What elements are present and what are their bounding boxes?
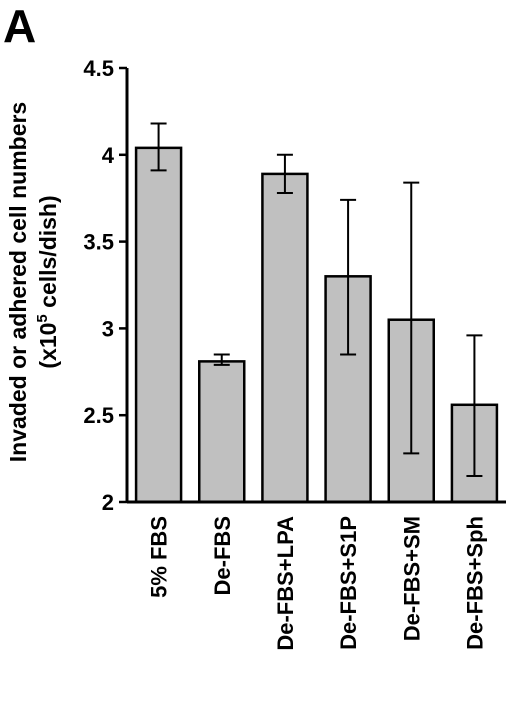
y-axis-subtitle-sup: 5 <box>34 314 51 322</box>
x-tick-label: De-FBS <box>210 516 235 595</box>
x-tick-label: De-FBS+SM <box>399 516 424 641</box>
y-axis-subtitle-prefix: (x10 <box>35 323 61 369</box>
y-axis-subtitle: (x105 cells/dish) <box>34 195 61 368</box>
x-tick-label: De-FBS+Sph <box>462 516 487 650</box>
plot-area: 5% FBS De-FBS De-FBS+LPA De-FBS+S1P De-FBS+S… <box>83 56 506 651</box>
y-tick-label: 2.5 <box>83 403 114 428</box>
y-tick-label: 2 <box>102 490 114 515</box>
y-tick-label: 3 <box>102 316 114 341</box>
y-tick-label: 4.5 <box>83 56 114 81</box>
x-tick-label: 5% FBS <box>147 516 172 598</box>
bar <box>134 146 183 504</box>
x-tick-label: De-FBS+S1P <box>336 516 361 650</box>
y-axis-title: Invaded or adhered cell numbers <box>5 102 31 462</box>
y-tick-label: 4 <box>102 143 115 168</box>
bar <box>261 172 309 504</box>
y-axis-subtitle-suffix: cells/dish) <box>35 195 61 314</box>
x-tick-label: De-FBS+LPA <box>273 516 298 651</box>
y-tick-label: 3.5 <box>83 230 114 255</box>
bar <box>198 360 246 504</box>
panel-label: A <box>3 0 36 52</box>
